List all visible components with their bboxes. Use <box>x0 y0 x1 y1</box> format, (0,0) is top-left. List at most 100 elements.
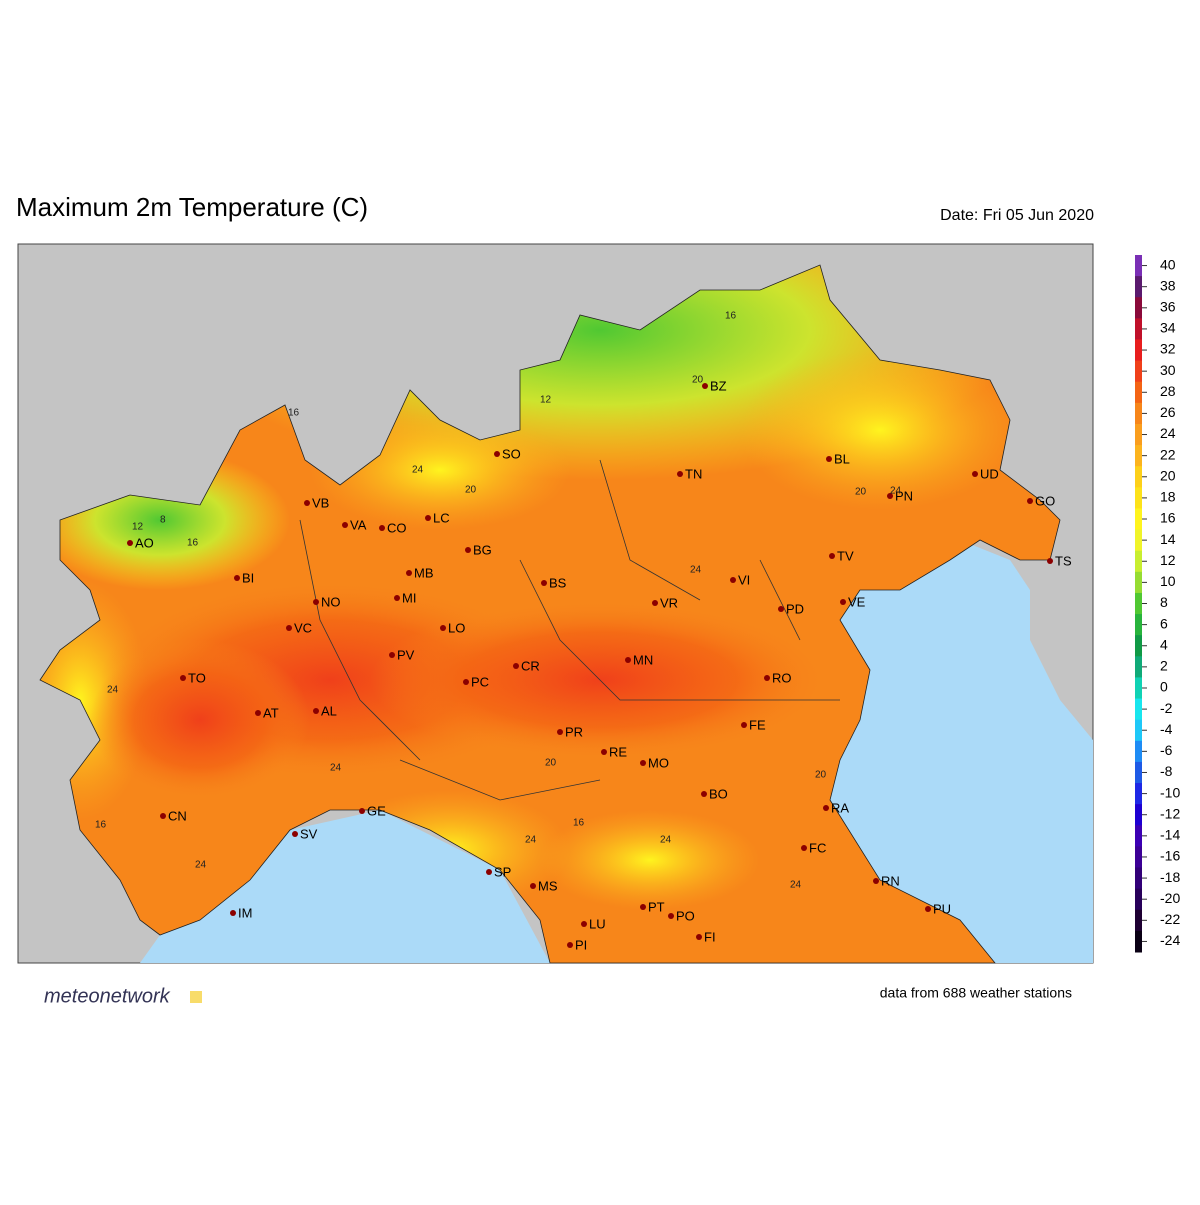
colorbar-swatch <box>1135 487 1142 509</box>
city-label: TV <box>837 548 854 563</box>
colorbar-label: 20 <box>1160 467 1176 483</box>
contour-label: 16 <box>187 538 199 549</box>
city-dot <box>465 547 471 553</box>
colorbar-swatch <box>1135 930 1142 953</box>
city-label: VC <box>294 620 312 635</box>
colorbar-label: -14 <box>1160 827 1180 843</box>
city-label: FI <box>704 929 716 944</box>
colorbar-swatch <box>1135 825 1142 847</box>
city-label: BO <box>709 786 728 801</box>
contour-label: 24 <box>330 763 342 774</box>
city-label: TS <box>1055 553 1072 568</box>
city-label: VI <box>738 572 750 587</box>
contour-label: 24 <box>790 880 802 891</box>
city-label: VA <box>350 517 367 532</box>
contour-label: 20 <box>815 770 827 781</box>
adriatic-sea <box>830 540 1093 963</box>
colorbar-swatch <box>1135 571 1142 594</box>
city-dot <box>730 577 736 583</box>
city-label: TO <box>188 670 206 685</box>
city-label: UD <box>980 466 999 481</box>
colorbar-swatch <box>1135 888 1142 911</box>
contour-label: 16 <box>95 820 107 831</box>
city-dot <box>230 910 236 916</box>
city-label: BG <box>473 542 492 557</box>
city-label: BS <box>549 575 567 590</box>
contour-label: 20 <box>545 758 557 769</box>
city-dot <box>127 540 133 546</box>
city-label: PR <box>565 724 583 739</box>
city-dot <box>873 878 879 884</box>
city-dot <box>829 553 835 559</box>
city-dot <box>741 722 747 728</box>
colorbar-swatch <box>1135 466 1142 488</box>
city-label: FC <box>809 840 826 855</box>
colorbar-label: 14 <box>1160 531 1176 547</box>
colorbar-label: 12 <box>1160 552 1176 568</box>
colorbar-label: -10 <box>1160 784 1180 800</box>
colorbar-label: -12 <box>1160 805 1180 821</box>
colorbar-swatch <box>1135 339 1142 362</box>
city-dot <box>640 760 646 766</box>
colorbar-swatch <box>1135 318 1142 340</box>
city-dot <box>304 500 310 506</box>
city-dot <box>313 708 319 714</box>
city-label: PO <box>676 908 695 923</box>
city-dot <box>668 913 674 919</box>
city-dot <box>567 942 573 948</box>
city-label: RE <box>609 744 627 759</box>
city-dot <box>972 471 978 477</box>
colorbar-label: -8 <box>1160 763 1173 779</box>
city-label: MO <box>648 755 669 770</box>
city-dot <box>160 813 166 819</box>
city-label: IM <box>238 905 252 920</box>
city-label: BZ <box>710 378 727 393</box>
colorbar-label: 2 <box>1160 658 1168 674</box>
colorbar-swatch <box>1135 846 1142 869</box>
city-dot <box>840 599 846 605</box>
colorbar-swatch <box>1135 656 1142 678</box>
city-label: PN <box>895 488 913 503</box>
city-dot <box>778 606 784 612</box>
colorbar-label: -16 <box>1160 848 1180 864</box>
colorbar-swatch <box>1135 360 1142 383</box>
colorbar-swatch <box>1135 276 1142 298</box>
city-dot <box>379 525 385 531</box>
borders <box>299 459 840 801</box>
city-dot <box>823 805 829 811</box>
city-label: PT <box>648 899 665 914</box>
colorbar-label: 4 <box>1160 636 1168 652</box>
city-label: MS <box>538 878 558 893</box>
city-label: RA <box>831 800 849 815</box>
contour-label: 16 <box>725 311 737 322</box>
city-dot <box>640 904 646 910</box>
colorbar-label: 32 <box>1160 341 1176 357</box>
city-dot <box>255 710 261 716</box>
colorbar-label: -18 <box>1160 869 1180 885</box>
footer-note: data from 688 weather stations <box>880 985 1072 1001</box>
city-dot <box>463 679 469 685</box>
contour-label: 12 <box>540 395 552 406</box>
city-dot <box>677 471 683 477</box>
colorbar-swatch <box>1135 445 1142 467</box>
city-label: CR <box>521 658 540 673</box>
city-label: PU <box>933 901 951 916</box>
contour-label: 8 <box>160 515 166 526</box>
city-dot <box>180 675 186 681</box>
colorbar-label: -4 <box>1160 721 1173 737</box>
colorbar-swatch <box>1135 804 1142 826</box>
city-label: FE <box>749 717 766 732</box>
colorbar-swatch <box>1135 529 1142 552</box>
city-label: RN <box>881 873 900 888</box>
city-dot <box>1047 558 1053 564</box>
city-label: GO <box>1035 493 1055 508</box>
brand-logo <box>190 991 202 1003</box>
city-dot <box>440 625 446 631</box>
city-dot <box>292 831 298 837</box>
map: AO VB VA CO LC SO BZ TN BL UD PN GO TS BI BG MB BS TV VI NO… <box>17 243 1094 964</box>
colorbar-swatch <box>1135 402 1142 425</box>
brand: meteonetwork <box>44 985 171 1007</box>
colorbar-swatch <box>1135 297 1142 319</box>
title: Maximum 2m Temperature (C) <box>16 192 368 222</box>
colorbar-swatch <box>1135 255 1142 277</box>
